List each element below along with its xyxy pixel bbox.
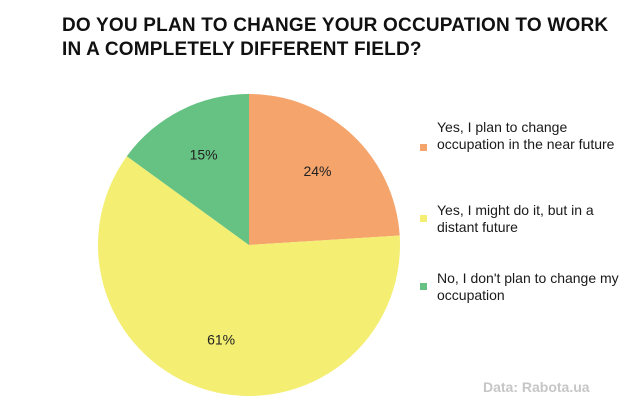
pie-slice-no-change [126,94,249,245]
legend-swatch-near-future [420,144,427,151]
pie-label-no-change: 15% [190,147,218,163]
legend-label-distant-future: Yes, I might do it, but in a distant fut… [437,202,594,235]
legend-swatch-distant-future [420,215,427,222]
legend-label-near-future: Yes, I plan to change occupation in the … [437,119,615,152]
pie-slices [97,94,400,396]
pie-label-near-future: 24% [303,163,331,179]
chart-title: DO YOU PLAN TO CHANGE YOUR OCCUPATION TO… [62,15,609,60]
pie-label-distant-future: 61% [207,332,235,348]
pie-slice-near-future [249,94,400,245]
legend-label-no-change: No, I don't plan to change my occupation [437,270,619,303]
pie-labels: 24% 61% 15% [190,147,332,348]
legend-swatch-no-change [420,283,427,290]
pie-slice-distant-future [97,156,400,396]
data-source: Data: Rabota.ua [483,379,590,395]
